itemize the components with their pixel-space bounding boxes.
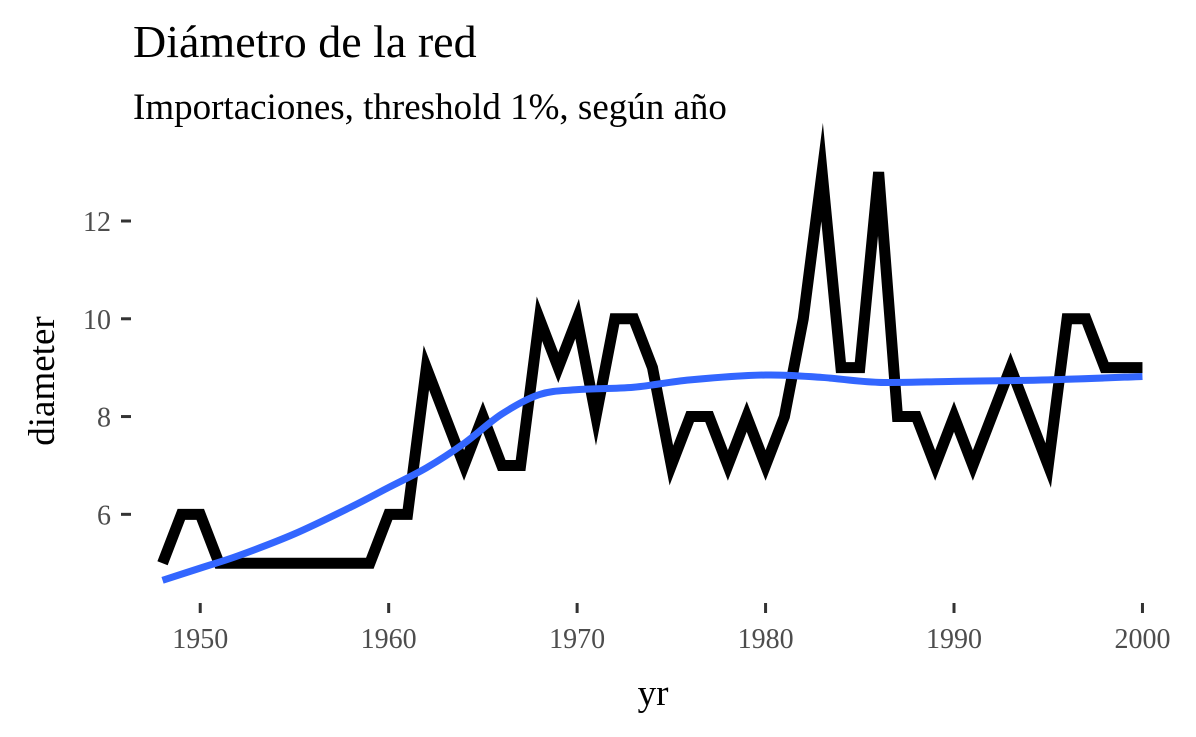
y-axis: 6 8 10 12 — [83, 207, 131, 531]
x-tick-label-1990: 1990 — [926, 624, 982, 655]
x-tick-label-2000: 2000 — [1114, 624, 1170, 655]
x-tick-label-1970: 1970 — [549, 624, 605, 655]
diameter-line — [157, 122, 1143, 569]
series-layer — [157, 122, 1143, 584]
x-axis: 1950 1960 1970 1980 1990 2000 — [172, 603, 1170, 655]
y-tick-label-10: 10 — [83, 305, 111, 336]
chart-title: Diámetro de la red — [133, 16, 477, 67]
x-tick-label-1950: 1950 — [172, 624, 228, 655]
chart-subtitle: Importaciones, threshold 1%, según año — [133, 87, 727, 128]
y-tick-label-6: 6 — [97, 500, 111, 531]
y-tick-label-12: 12 — [83, 207, 111, 238]
y-axis-label: diameter — [22, 316, 63, 445]
x-tick-label-1960: 1960 — [361, 624, 417, 655]
y-tick-label-8: 8 — [97, 403, 111, 434]
x-axis-label: yr — [638, 673, 669, 714]
x-tick-label-1980: 1980 — [738, 624, 794, 655]
smooth-trend-line — [161, 371, 1143, 584]
